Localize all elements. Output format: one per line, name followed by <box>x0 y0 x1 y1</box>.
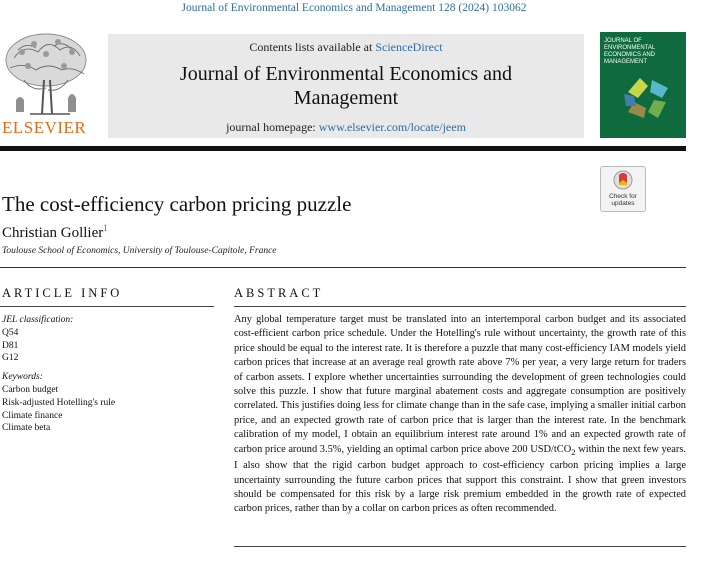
jel-code: G12 <box>2 353 19 364</box>
cover-title: JOURNAL OF ENVIRONMENTAL ECONOMICS AND M… <box>604 38 656 65</box>
abstract-text-part-2: within the next few years. I also show t… <box>234 443 686 515</box>
journal-citation[interactable]: Journal of Environmental Economics and M… <box>0 2 708 14</box>
keyword: Climate finance <box>2 410 63 421</box>
contents-availability: Contents lists available at ScienceDirec… <box>108 40 584 55</box>
journal-homepage: journal homepage: www.elsevier.com/locat… <box>108 120 584 135</box>
publisher-name: ELSEVIER <box>2 118 87 137</box>
article-title: The cost-efficiency carbon pricing puzzl… <box>2 192 352 216</box>
abstract-body: Any global temperature target must be tr… <box>234 313 686 517</box>
jel-code: Q54 <box>2 327 19 338</box>
journal-masthead: Contents lists available at ScienceDirec… <box>108 34 584 138</box>
abstract-rule <box>234 306 686 307</box>
keywords-label: Keywords: <box>2 372 43 383</box>
keyword: Climate beta <box>2 423 51 434</box>
abstract-heading: ABSTRACT <box>234 286 324 300</box>
sciencedirect-link[interactable]: ScienceDirect <box>375 40 443 54</box>
jel-label: JEL classification: <box>2 315 74 325</box>
check-updates-icon <box>613 170 633 190</box>
abstract-text-part-1: Any global temperature target must be tr… <box>234 314 686 455</box>
journal-citation-link[interactable]: Journal of Environmental Economics and M… <box>181 2 527 14</box>
elsevier-tree-logo <box>0 28 96 120</box>
author-affiliation-marker[interactable]: 1 <box>103 223 108 233</box>
author-name[interactable]: Christian Gollier <box>2 225 104 241</box>
author-affiliation: Toulouse School of Economics, University… <box>2 246 277 256</box>
journal-title: Journal of Environmental Economics and M… <box>179 63 513 109</box>
contents-prefix: Contents lists available at <box>249 40 376 54</box>
header-divider <box>0 267 686 268</box>
check-for-updates-button[interactable]: Check for updates <box>600 166 646 212</box>
homepage-link[interactable]: www.elsevier.com/locate/jeem <box>318 120 466 134</box>
author-line: Christian Gollier1 <box>2 223 108 242</box>
jel-code: D81 <box>2 340 19 351</box>
keyword: Carbon budget <box>2 384 59 395</box>
article-info-panel: JEL classification: Q54 D81 G12 Keywords… <box>2 314 212 435</box>
homepage-prefix: journal homepage: <box>226 120 319 134</box>
article-info-heading: ARTICLE INFO <box>2 286 123 300</box>
journal-cover-image[interactable]: JOURNAL OF ENVIRONMENTAL ECONOMICS AND M… <box>600 32 686 138</box>
keyword: Risk-adjusted Hotelling's rule <box>2 397 116 408</box>
check-updates-label: Check for updates <box>609 193 637 207</box>
co2-subscript: 2 <box>571 446 576 457</box>
article-info-rule <box>0 306 214 307</box>
abstract-bottom-rule <box>234 546 686 547</box>
cover-recycle-graphic <box>624 78 668 118</box>
masthead-divider <box>0 146 686 151</box>
